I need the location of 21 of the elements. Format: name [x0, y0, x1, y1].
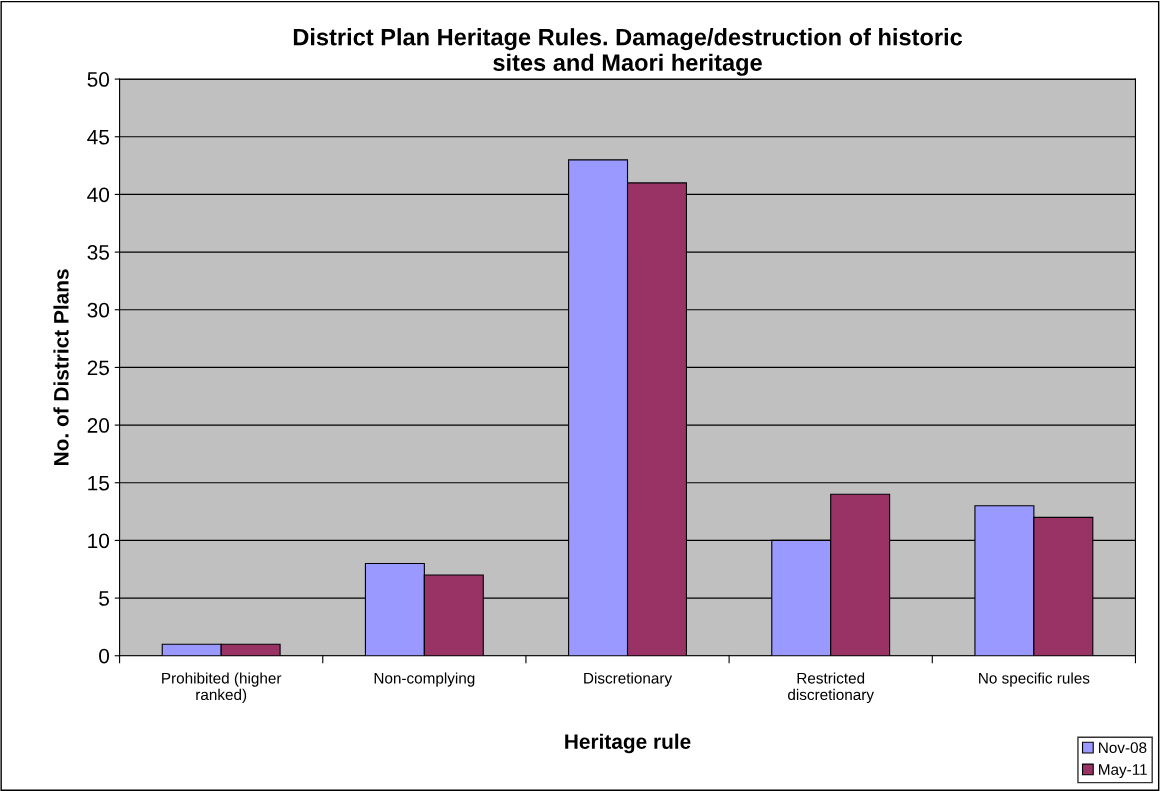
x-tick-label: No specific rules — [979, 672, 1090, 687]
y-tick-label: 10 — [88, 533, 110, 549]
y-tick-label: 35 — [87, 245, 109, 260]
x-tick-label: Restricted discretionary — [788, 672, 874, 704]
y-tick-label: 5 — [99, 591, 109, 606]
x-tick-label: Prohibited (higher ranked) — [162, 672, 282, 704]
legend-label: May-11 — [1099, 764, 1147, 778]
chart-title: District Plan Heritage Rules. Damage/destruction of historic sites and Maori heritage — [293, 28, 963, 76]
y-tick-label: 40 — [87, 187, 110, 203]
x-axis-title: Heritage rule — [565, 733, 691, 754]
x-tick-label: Non-complying — [374, 672, 475, 687]
y-tick-label: 45 — [87, 129, 109, 145]
x-tick-label: Discretionary — [584, 672, 673, 687]
y-tick-label: 50 — [87, 72, 110, 87]
y-tick-label: 0 — [99, 648, 110, 664]
y-tick-label: 15 — [88, 475, 109, 491]
y-axis-title: No. of District Plans — [53, 269, 69, 465]
y-tick-label: 30 — [87, 302, 110, 318]
y-tick-label: 20 — [87, 418, 110, 433]
y-tick-label: 25 — [87, 360, 109, 376]
legend-label: Nov-08 — [1099, 742, 1147, 754]
